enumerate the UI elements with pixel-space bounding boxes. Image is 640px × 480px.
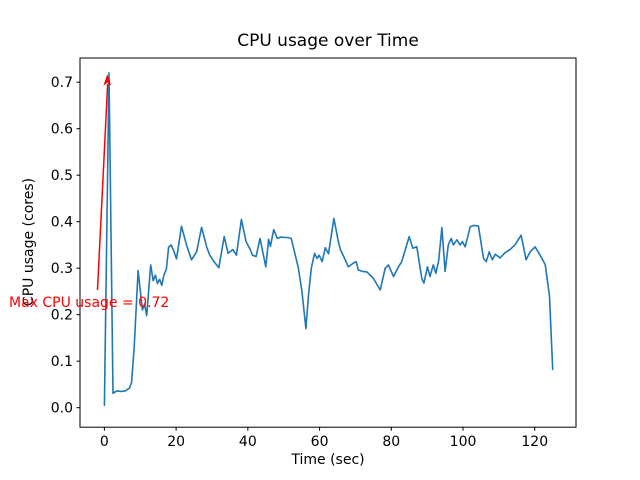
x-tick-label: 80 — [382, 434, 400, 450]
y-tick-label: 0.7 — [51, 75, 73, 91]
y-tick-label: 0.4 — [51, 215, 73, 231]
x-axis-label: Time (sec) — [291, 452, 365, 468]
y-tick-label: 0.6 — [51, 122, 73, 138]
x-tick-label: 100 — [450, 434, 477, 450]
y-tick-label: 0.5 — [51, 168, 73, 184]
annotation-arrowhead — [103, 74, 112, 86]
x-tick-label: 40 — [239, 434, 257, 450]
cpu-usage-line — [103, 72, 554, 407]
x-tick-label: 20 — [167, 434, 185, 450]
annotation-arrow — [96, 84, 109, 291]
y-tick-label: 0.1 — [51, 354, 73, 370]
x-tick-label: 0 — [100, 434, 109, 450]
axes-frame — [79, 57, 577, 428]
y-axis-label: CPU usage (cores) — [21, 177, 37, 307]
x-tick-label: 60 — [311, 434, 329, 450]
x-tick-label: 120 — [521, 434, 548, 450]
max-cpu-annotation: Max CPU usage = 0.72 — [8, 295, 170, 312]
y-tick-label: 0.0 — [51, 401, 73, 417]
chart-title: CPU usage over Time — [237, 31, 419, 51]
y-tick-label: 0.3 — [51, 261, 73, 277]
y-tick-label: 0.2 — [51, 308, 73, 324]
